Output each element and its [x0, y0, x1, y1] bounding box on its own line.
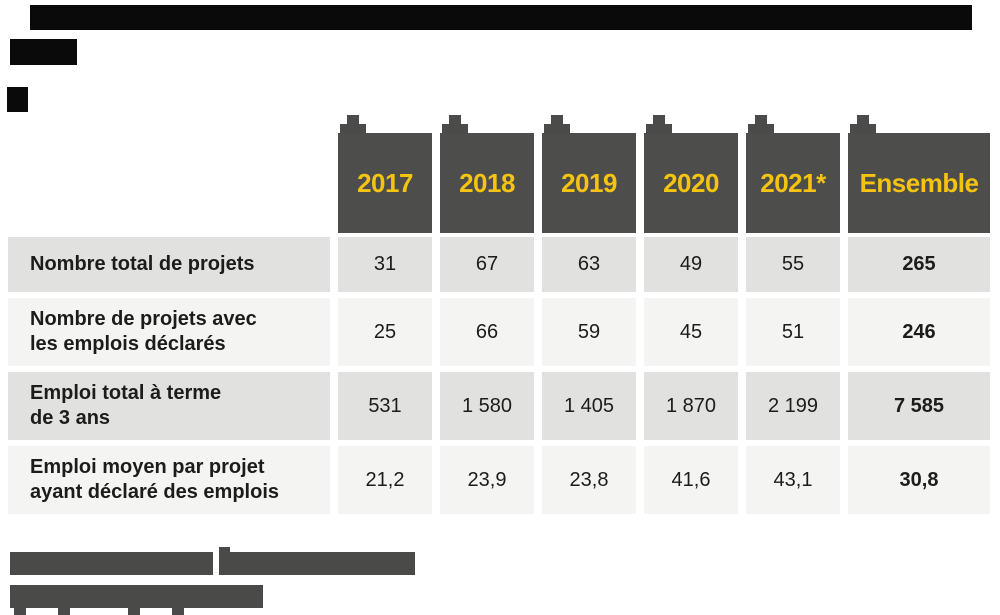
- year-header-2019: 2019: [542, 115, 636, 233]
- redacted-footnote-bar: [14, 607, 26, 615]
- column-tab-icon: [748, 124, 774, 134]
- year-header-2021: 2021*: [746, 115, 840, 233]
- table-row: Emploi total à terme de 3 ans 531 1 580 …: [8, 372, 992, 440]
- year-header-label: 2017: [357, 167, 413, 198]
- year-header-2017: 2017: [338, 115, 432, 233]
- column-tab-icon: [646, 124, 672, 134]
- ensemble-header-label: Ensemble: [859, 167, 979, 198]
- column-tab-icon: [449, 115, 461, 125]
- ensemble-value-cell: 7 585: [848, 372, 990, 440]
- value-cell: 66: [440, 298, 534, 366]
- row-label: Emploi moyen par projet ayant déclaré de…: [8, 446, 330, 514]
- year-header-label: 2018: [459, 167, 515, 198]
- table-header-row: 2017 2018 2019 2020 2021*: [8, 115, 992, 233]
- value-cell: 1 405: [542, 372, 636, 440]
- value-cell: 51: [746, 298, 840, 366]
- value-cell: 23,8: [542, 446, 636, 514]
- column-tab-icon: [340, 124, 366, 134]
- value-cell: 531: [338, 372, 432, 440]
- table-row: Nombre total de projets 31 67 63 49 55 2…: [8, 237, 992, 292]
- redacted-source-bar: [219, 552, 415, 575]
- year-header-label: 2020: [663, 167, 719, 198]
- value-cell: 23,9: [440, 446, 534, 514]
- redacted-footnote-bar: [172, 607, 184, 615]
- ensemble-header: Ensemble: [848, 115, 990, 233]
- column-tab-icon: [755, 115, 767, 125]
- value-cell: 41,6: [644, 446, 738, 514]
- ensemble-value-cell: 246: [848, 298, 990, 366]
- year-header-2020: 2020: [644, 115, 738, 233]
- ensemble-value-cell: 265: [848, 237, 990, 292]
- value-cell: 59: [542, 298, 636, 366]
- value-cell: 67: [440, 237, 534, 292]
- column-tab-icon: [544, 124, 570, 134]
- redacted-label-box: [10, 39, 77, 65]
- row-label: Emploi total à terme de 3 ans: [8, 372, 330, 440]
- value-cell: 49: [644, 237, 738, 292]
- year-header-label: 2019: [561, 167, 617, 198]
- table-row: Emploi moyen par projet ayant déclaré de…: [8, 446, 992, 514]
- column-tab-icon: [442, 124, 468, 134]
- year-header-label: 2021*: [760, 167, 826, 198]
- value-cell: 1 870: [644, 372, 738, 440]
- value-cell: 63: [542, 237, 636, 292]
- redacted-footnote-bar: [128, 607, 140, 615]
- redacted-title-bar: [30, 5, 972, 30]
- redacted-source-bar: [10, 552, 213, 575]
- value-cell: 2 199: [746, 372, 840, 440]
- row-label: Nombre total de projets: [8, 237, 330, 292]
- year-header-2018: 2018: [440, 115, 534, 233]
- redacted-bullet-box: [7, 87, 28, 112]
- column-tab-icon: [551, 115, 563, 125]
- header-spacer: [8, 133, 330, 233]
- column-tab-icon: [347, 115, 359, 125]
- value-cell: 43,1: [746, 446, 840, 514]
- redacted-source-bar: [219, 547, 230, 553]
- value-cell: 1 580: [440, 372, 534, 440]
- value-cell: 21,2: [338, 446, 432, 514]
- value-cell: 25: [338, 298, 432, 366]
- value-cell: 55: [746, 237, 840, 292]
- column-tab-icon: [857, 115, 869, 125]
- ensemble-value-cell: 30,8: [848, 446, 990, 514]
- redacted-footnote-bar: [10, 585, 263, 608]
- column-tab-icon: [653, 115, 665, 125]
- data-table: 2017 2018 2019 2020 2021*: [8, 115, 992, 514]
- redacted-footnote-bar: [58, 607, 70, 615]
- value-cell: 31: [338, 237, 432, 292]
- value-cell: 45: [644, 298, 738, 366]
- column-tab-icon: [850, 124, 876, 134]
- row-label: Nombre de projets avec les emplois décla…: [8, 298, 330, 366]
- table-row: Nombre de projets avec les emplois décla…: [8, 298, 992, 366]
